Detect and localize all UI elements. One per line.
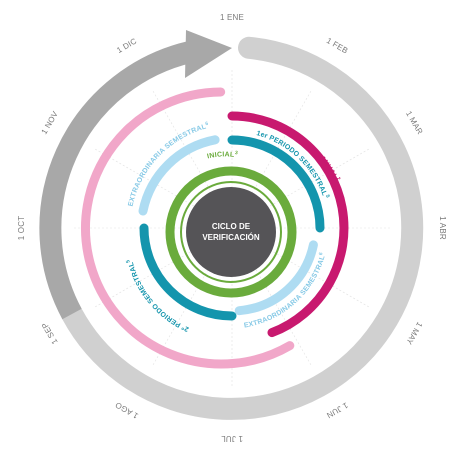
segundo-periodo-arc (139, 223, 237, 321)
center-title-line1: CICLO DE (212, 222, 251, 231)
month-label: 1 JUN (325, 401, 350, 420)
month-label: 1 SEP (40, 321, 60, 346)
center-disk (186, 187, 276, 277)
extraordinaria-semestral-right-arc (234, 240, 318, 316)
anual-arc (227, 111, 349, 338)
month-label: 1 OCT (17, 216, 26, 241)
inicial-ring (165, 166, 297, 298)
month-label: 1 AGO (114, 400, 140, 420)
center-title-line2: VERIFICACIÓN (202, 233, 260, 242)
extraordinaria-semestral-left-arc (138, 135, 220, 216)
month-label: 1 NOV (40, 109, 61, 136)
primer-periodo-arc (227, 135, 325, 233)
extraordinaria-anual-arc (81, 87, 295, 369)
month-label: 1 JUL (221, 434, 243, 443)
month-label: 1 MAR (404, 110, 425, 137)
center-ring (180, 181, 282, 283)
outer-year-ring-light (61, 36, 424, 420)
month-label: 1 DIC (115, 36, 138, 55)
month-label: 1 FEB (325, 36, 350, 55)
year-start-arrow (185, 30, 232, 78)
month-label: 1 ENE (220, 13, 244, 22)
inicial-label: INICIAL3 (207, 150, 239, 160)
outer-year-ring-dark (39, 41, 193, 320)
month-label: 1 ABR (438, 216, 447, 240)
month-label: 1 MAY (404, 320, 424, 346)
